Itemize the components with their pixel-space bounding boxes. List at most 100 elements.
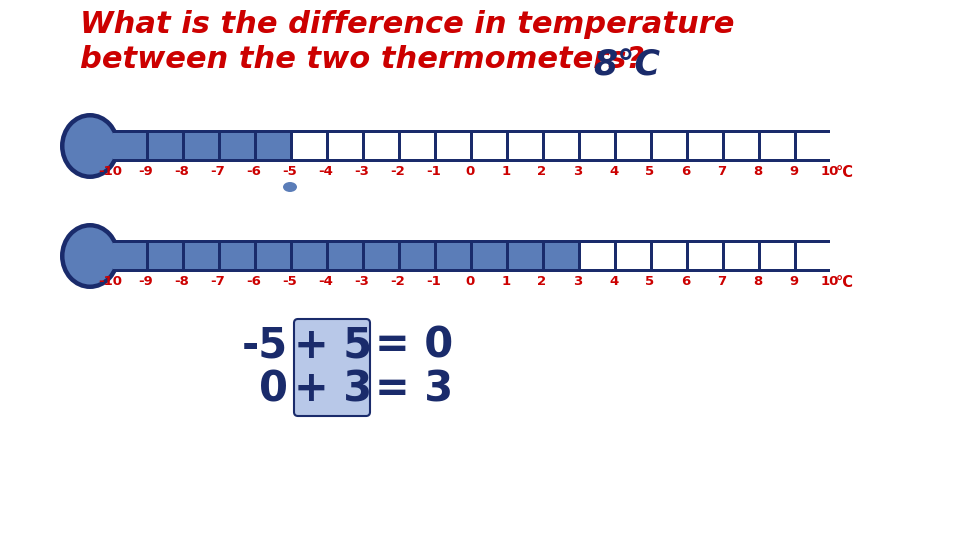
Bar [437,133,470,159]
Bar [473,243,506,269]
Text: -3: -3 [354,165,370,178]
Text: 8°C: 8°C [593,48,660,82]
Bar [797,133,830,159]
Text: 4: 4 [610,275,618,288]
Ellipse shape [283,182,297,192]
Text: = 3: = 3 [375,369,453,411]
Text: -5: -5 [282,275,298,288]
Text: What is the difference in temperature: What is the difference in temperature [80,10,734,39]
Text: 8: 8 [754,275,762,288]
FancyBboxPatch shape [294,319,370,416]
Text: 2: 2 [538,275,546,288]
Bar [149,243,182,269]
Bar [581,243,614,269]
Text: between the two thermometers?: between the two thermometers? [80,45,644,74]
Bar [185,133,218,159]
Text: -8: -8 [175,275,189,288]
Bar [149,133,182,159]
Bar [293,243,326,269]
Text: 1: 1 [501,275,511,288]
Bar [761,133,794,159]
Text: -5: -5 [242,324,288,366]
Ellipse shape [64,227,115,285]
Bar [545,243,578,269]
Bar [221,243,254,269]
Text: 9: 9 [789,275,799,288]
Bar [617,133,650,159]
Text: °C: °C [836,165,854,180]
Text: -3: -3 [354,275,370,288]
Text: -5: -5 [282,165,298,178]
Ellipse shape [60,223,120,289]
Bar [293,133,326,159]
Text: °C: °C [836,275,854,290]
Text: -6: -6 [247,275,261,288]
Text: 5: 5 [645,275,655,288]
Bar [401,133,434,159]
Text: -4: -4 [319,275,333,288]
Text: 5: 5 [645,165,655,178]
Ellipse shape [60,113,120,179]
Bar [509,243,542,269]
Text: -8: -8 [175,165,189,178]
Text: -9: -9 [138,275,154,288]
Bar [761,243,794,269]
Ellipse shape [64,118,115,174]
Text: -7: -7 [210,275,226,288]
Text: 3: 3 [573,275,583,288]
Bar [797,243,830,269]
Bar [365,133,398,159]
Text: 4: 4 [610,165,618,178]
Bar [257,133,290,159]
Text: 0: 0 [259,369,288,411]
Bar [509,133,542,159]
Text: -1: -1 [426,275,442,288]
Text: = 0: = 0 [375,324,453,366]
Bar [110,130,830,162]
Text: -10: -10 [98,275,122,288]
Bar [653,243,686,269]
Text: 1: 1 [501,165,511,178]
Text: 10: 10 [821,165,839,178]
Bar [545,133,578,159]
Bar [257,243,290,269]
Text: -1: -1 [426,165,442,178]
Bar [113,243,146,269]
Text: 8: 8 [754,165,762,178]
Bar [437,243,470,269]
Bar [725,133,758,159]
Text: 7: 7 [717,165,727,178]
Bar [725,243,758,269]
Text: 9: 9 [789,165,799,178]
Bar [110,240,830,272]
Text: 6: 6 [682,275,690,288]
Text: 6: 6 [682,165,690,178]
Text: -10: -10 [98,165,122,178]
Bar [617,243,650,269]
Text: -9: -9 [138,165,154,178]
Bar [113,133,146,159]
Text: 3: 3 [573,165,583,178]
Bar [221,133,254,159]
Text: -2: -2 [391,275,405,288]
Text: 10: 10 [821,275,839,288]
Text: + 3: + 3 [294,369,372,411]
Text: -6: -6 [247,165,261,178]
Text: -2: -2 [391,165,405,178]
Text: 0: 0 [466,275,474,288]
Bar [689,133,722,159]
Text: 0: 0 [466,165,474,178]
Text: 2: 2 [538,165,546,178]
Bar [329,243,362,269]
Text: 7: 7 [717,275,727,288]
Bar [653,133,686,159]
Bar [689,243,722,269]
Bar [329,133,362,159]
Bar [185,243,218,269]
Text: + 5: + 5 [294,324,372,366]
Bar [365,243,398,269]
Bar [473,133,506,159]
Text: -7: -7 [210,165,226,178]
Bar [581,133,614,159]
Text: -4: -4 [319,165,333,178]
